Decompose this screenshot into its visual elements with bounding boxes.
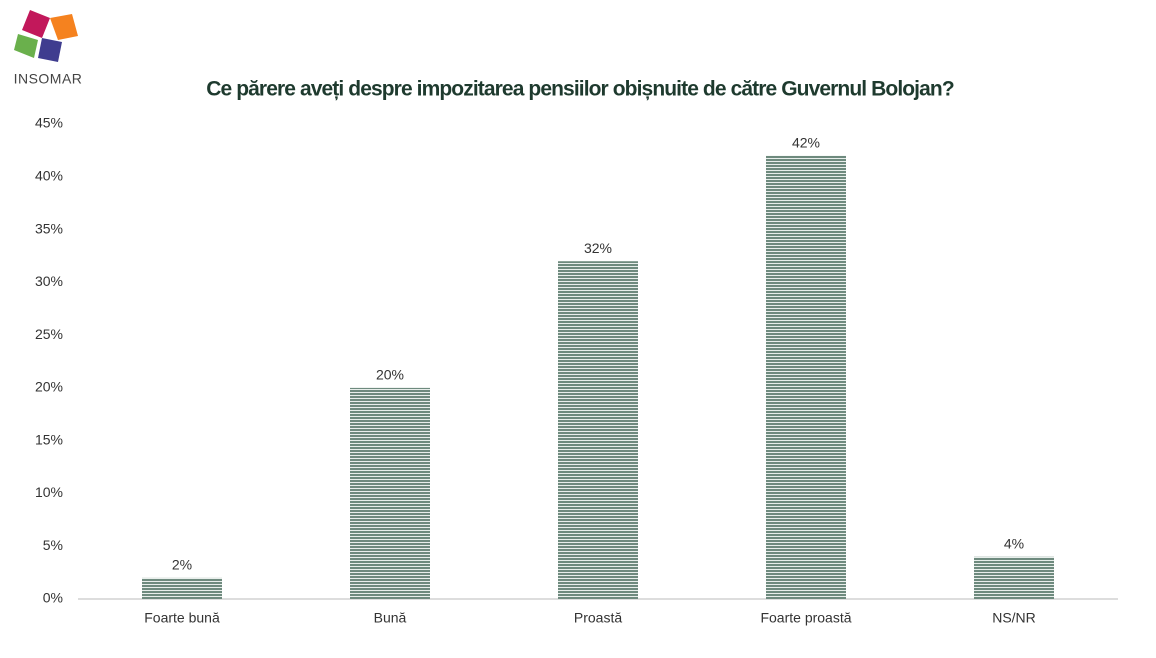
x-tick-label: NS/NR	[992, 610, 1036, 626]
y-tick-label: 25%	[35, 326, 63, 342]
logo-text: INSOMAR	[14, 71, 83, 87]
y-tick-label: 10%	[35, 484, 63, 500]
x-tick-label: Bună	[374, 610, 407, 626]
value-label: 2%	[172, 557, 192, 573]
bar	[974, 556, 1054, 599]
bar	[350, 387, 430, 599]
bar	[558, 261, 638, 599]
chart-title: Ce părere aveți despre impozitarea pensi…	[206, 78, 954, 101]
logo: INSOMAR	[14, 10, 83, 87]
value-label: 42%	[792, 134, 820, 150]
value-label: 32%	[584, 240, 612, 256]
y-tick-label: 35%	[35, 220, 63, 236]
y-tick-label: 15%	[35, 431, 63, 447]
y-tick-label: 0%	[43, 590, 63, 606]
x-tick-label: Foarte proastă	[760, 610, 851, 626]
x-tick-label: Proastă	[574, 610, 622, 626]
bar	[766, 155, 846, 599]
value-label: 20%	[376, 367, 404, 383]
y-tick-label: 45%	[35, 115, 63, 131]
y-tick-label: 40%	[35, 167, 63, 183]
y-tick-label: 5%	[43, 537, 63, 553]
bar	[142, 577, 222, 599]
y-tick-label: 20%	[35, 379, 63, 395]
x-tick-label: Foarte bună	[144, 610, 220, 626]
value-label: 4%	[1004, 535, 1024, 551]
y-tick-label: 30%	[35, 273, 63, 289]
